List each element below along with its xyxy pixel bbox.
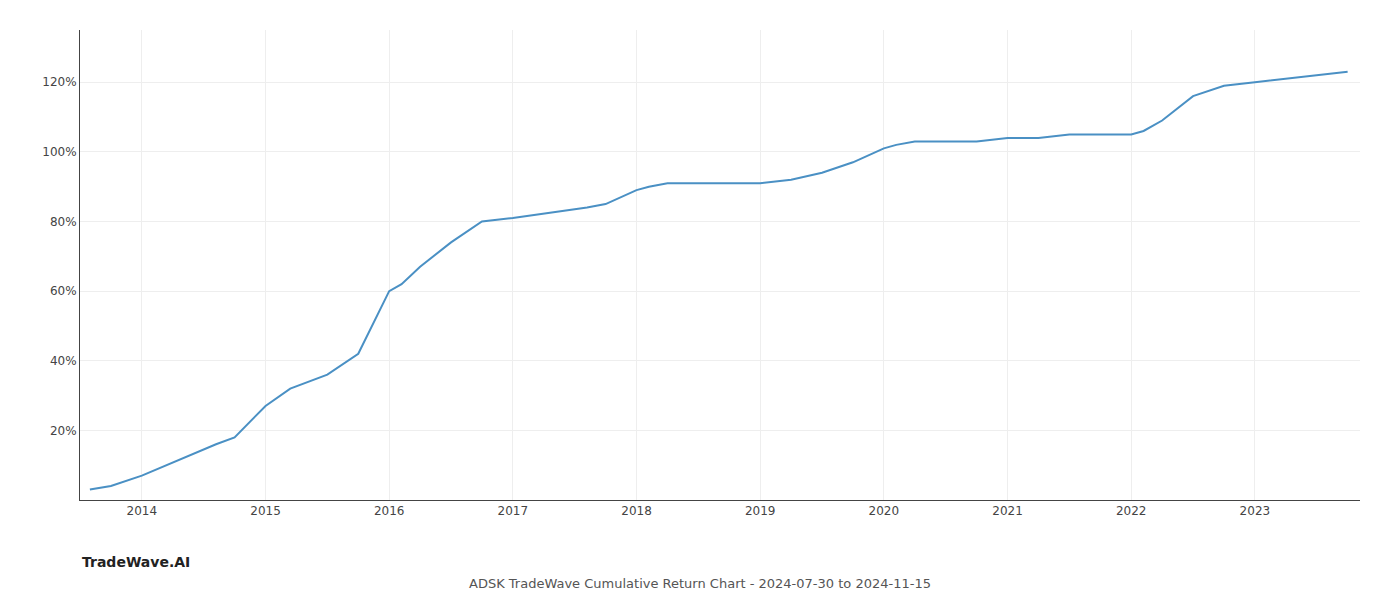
svg-text:2014: 2014 [127, 504, 158, 518]
svg-text:60%: 60% [50, 284, 77, 298]
svg-text:2018: 2018 [621, 504, 652, 518]
svg-text:80%: 80% [50, 215, 77, 229]
svg-text:120%: 120% [42, 75, 76, 89]
svg-text:ADSK TradeWave Cumulative Retu: ADSK TradeWave Cumulative Return Chart -… [469, 576, 931, 591]
svg-text:2017: 2017 [498, 504, 529, 518]
svg-text:TradeWave.AI: TradeWave.AI [82, 554, 190, 570]
svg-text:2023: 2023 [1240, 504, 1271, 518]
svg-text:2020: 2020 [869, 504, 900, 518]
svg-text:40%: 40% [50, 354, 77, 368]
svg-text:2022: 2022 [1116, 504, 1147, 518]
svg-text:100%: 100% [42, 145, 76, 159]
svg-text:2015: 2015 [250, 504, 281, 518]
svg-text:2021: 2021 [992, 504, 1023, 518]
svg-text:2016: 2016 [374, 504, 405, 518]
svg-text:2019: 2019 [745, 504, 776, 518]
svg-text:20%: 20% [50, 424, 77, 438]
